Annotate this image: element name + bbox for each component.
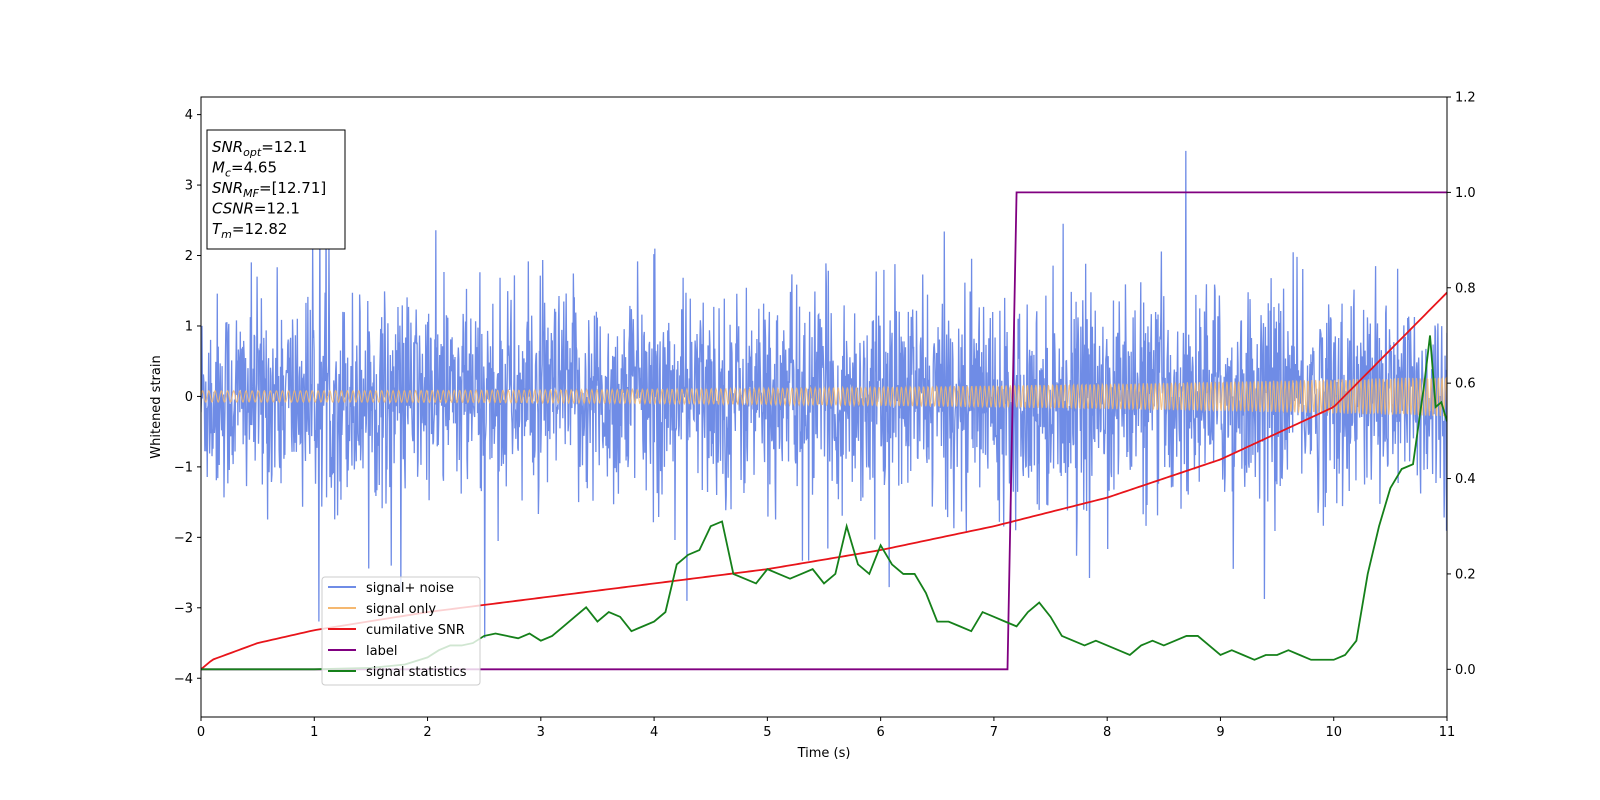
y2-tick-label: 0.6 <box>1455 377 1476 392</box>
y2-tick-label: 1.2 <box>1455 91 1476 106</box>
legend-label-label: label <box>366 644 397 659</box>
x-tick-label: 8 <box>1103 725 1111 740</box>
annotation-line-3: SNRMF=[12.71] <box>212 179 326 200</box>
annotation-line-2: Mc=4.65 <box>212 159 277 180</box>
y-tick-label: 1 <box>185 319 193 334</box>
x-axis-label: Time (s) <box>797 746 851 761</box>
y2-tick-label: 0.4 <box>1455 472 1476 487</box>
y-tick-label: 4 <box>185 108 193 123</box>
annotation-line-1: SNRopt=12.1 <box>212 138 307 159</box>
y-tick-label: −4 <box>174 672 193 687</box>
y-tick-label: −2 <box>174 531 193 546</box>
y2-tick-label: 0.2 <box>1455 567 1476 582</box>
y-axis-left: −4 −3 −2 −1 0 1 2 3 4 <box>174 108 201 687</box>
y2-tick-label: 0.0 <box>1455 663 1476 678</box>
plot-frame <box>200 96 1448 718</box>
x-tick-label: 5 <box>763 725 771 740</box>
y2-tick-label: 0.8 <box>1455 281 1476 296</box>
legend: signal+ noise signal only cumilative SNR la… <box>321 576 481 686</box>
stats-annotation-box: SNRopt=12.1Mc=4.65SNRMF=[12.71]CSNR=12.1… <box>206 129 346 250</box>
annotation-line-5: Tm=12.82 <box>212 220 287 241</box>
x-tick-label: 9 <box>1216 725 1224 740</box>
x-tick-label: 10 <box>1325 725 1342 740</box>
x-tick-label: 6 <box>876 725 884 740</box>
x-tick-label: 7 <box>990 725 998 740</box>
y-tick-label: 3 <box>185 179 193 194</box>
legend-label-signal-statistics: signal statistics <box>366 665 467 680</box>
y-tick-label: −3 <box>174 601 193 616</box>
y-tick-label: 2 <box>185 249 193 264</box>
x-tick-label: 3 <box>537 725 545 740</box>
legend-label-signal-only: signal only <box>366 602 436 617</box>
y-tick-label: −1 <box>174 460 193 475</box>
annotation-line-4: CSNR=12.1 <box>212 200 300 218</box>
y2-tick-label: 1.0 <box>1455 186 1476 201</box>
x-tick-label: 1 <box>310 725 318 740</box>
x-tick-label: 2 <box>423 725 431 740</box>
x-tick-label: 4 <box>650 725 658 740</box>
series-signal-only-line <box>201 376 1447 417</box>
series-signal-statistics-line <box>201 335 1447 671</box>
y-axis-label: Whitened strain <box>149 355 164 458</box>
y-axis-right: 0.0 0.2 0.4 0.6 0.8 1.0 1.2 <box>1447 91 1476 678</box>
x-tick-label: 0 <box>197 725 205 740</box>
x-tick-label: 11 <box>1439 725 1456 740</box>
legend-label-cumilative-snr: cumilative SNR <box>366 623 465 638</box>
x-axis: 0 1 2 3 4 5 6 7 8 9 10 11 <box>197 717 1455 740</box>
legend-label-signal-noise: signal+ noise <box>366 581 454 596</box>
y-tick-label: 0 <box>185 390 193 405</box>
series-signal-noise-line <box>201 150 1447 638</box>
series-label-line <box>201 191 1447 671</box>
